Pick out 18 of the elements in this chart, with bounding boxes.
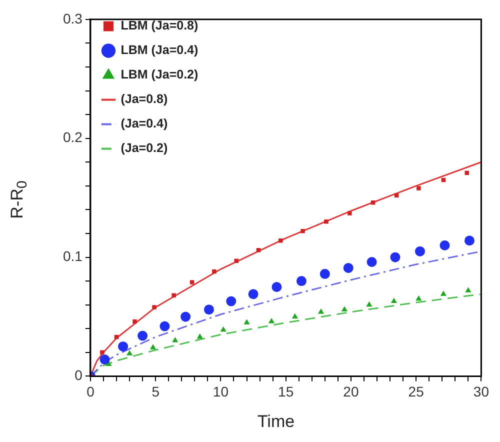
- legend-label: LBM (Ja=0.4): [120, 43, 198, 58]
- x-tick-label: 30: [473, 383, 490, 400]
- y-tick-label: 0: [74, 367, 83, 384]
- legend-label: LBM (Ja=0.8): [120, 18, 198, 33]
- y-tick-label: 0.1: [62, 248, 83, 264]
- y-tick-label: 0.2: [62, 129, 83, 146]
- x-tick-label: 0: [86, 383, 95, 400]
- legend-label: (Ja=0.2): [120, 141, 168, 156]
- x-axis-title: Time: [256, 412, 296, 432]
- x-tick-label: 15: [278, 383, 294, 400]
- x-tick-label: 5: [152, 383, 160, 400]
- y-tick-label: 0.3: [62, 10, 83, 26]
- x-tick-label: 25: [408, 383, 424, 400]
- x-tick-label: 10: [212, 383, 229, 400]
- x-tick-label: 20: [343, 383, 359, 400]
- legend-label: (Ja=0.8): [120, 92, 168, 106]
- legend-label: LBM (Ja=0.2): [120, 68, 198, 82]
- legend-label: (Ja=0.4): [120, 116, 168, 131]
